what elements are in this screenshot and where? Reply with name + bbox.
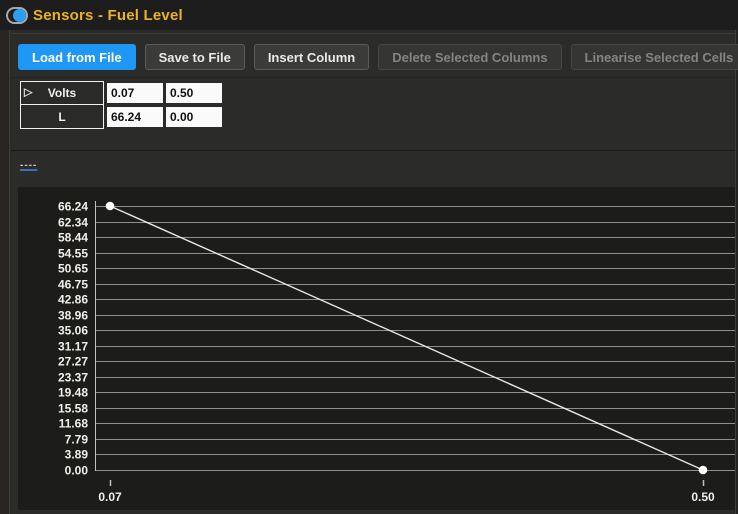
y-tick-label: 11.68	[59, 417, 89, 431]
y-tick-label: 7.79	[65, 433, 89, 447]
save-to-file-button[interactable]: Save to File	[144, 44, 245, 70]
load-from-file-button[interactable]: Load from File	[18, 44, 136, 70]
window-toggle-icon[interactable]	[6, 6, 28, 24]
y-tick-label: 23.37	[58, 371, 88, 385]
x-tick-label: 0.50	[691, 490, 715, 504]
chart-panel: 66.24 62.34 58.44 54.55 50.65 46.75 42.86 38.96…	[18, 187, 735, 510]
left-edge-strip	[0, 30, 10, 514]
delete-selected-columns-button: Delete Selected Columns	[378, 44, 562, 70]
table-row-l: L 66.24 0.00	[20, 105, 222, 129]
y-tick-label: 0.00	[65, 464, 89, 478]
y-tick-label: 19.48	[58, 386, 88, 400]
y-tick-label: 50.65	[58, 262, 88, 276]
data-point-marker[interactable]	[698, 465, 708, 475]
expander-icon[interactable]: ▷	[24, 86, 33, 99]
y-tick-label: 27.27	[58, 355, 88, 369]
y-tick-label: 31.17	[58, 340, 88, 354]
title-bar: Sensors - Fuel Level	[0, 0, 738, 30]
y-tick-label: 38.96	[58, 309, 88, 323]
cell-l-0[interactable]: 66.24	[107, 107, 163, 127]
y-tick-label: 46.75	[58, 278, 88, 292]
linearisation-table: ▷ Volts 0.07 0.50 L 66.24 0.00	[20, 81, 222, 129]
y-tick-label: 42.86	[58, 293, 88, 307]
section-divider	[11, 150, 735, 151]
y-tick-label: 58.44	[58, 231, 88, 245]
y-tick-label: 62.34	[58, 216, 88, 230]
data-line	[109, 205, 704, 471]
linearise-selected-cells-button: Linearise Selected Cells	[570, 44, 738, 70]
cell-volts-1[interactable]: 0.50	[166, 83, 222, 103]
y-tick-label: 54.55	[58, 247, 88, 261]
y-tick-label: 3.89	[65, 448, 89, 462]
cell-volts-0[interactable]: 0.07	[107, 83, 163, 103]
row-header-l[interactable]: L	[20, 105, 104, 129]
toggle-knob	[13, 8, 26, 22]
y-tick-label: 35.06	[58, 324, 88, 338]
toolbar: Load from File Save to File Insert Colum…	[18, 44, 738, 70]
x-tick-label: 0.07	[98, 490, 122, 504]
insert-column-button[interactable]: Insert Column	[253, 44, 370, 70]
page-title: Sensors - Fuel Level	[33, 6, 183, 24]
data-point-marker[interactable]	[105, 201, 115, 211]
row-header-label: L	[58, 109, 66, 124]
cell-l-1[interactable]: 0.00	[166, 107, 222, 127]
separator-dashes: ----	[20, 160, 38, 171]
toolbar-separator	[11, 77, 735, 78]
row-header-label: Volts	[47, 86, 77, 100]
panel-top-border	[11, 33, 735, 34]
y-tick-label: 66.24	[58, 200, 88, 214]
y-tick-label: 15.58	[58, 402, 88, 416]
row-header-volts[interactable]: ▷ Volts	[20, 81, 104, 105]
right-edge-strip	[735, 30, 738, 514]
table-row-volts: ▷ Volts 0.07 0.50	[20, 81, 222, 105]
